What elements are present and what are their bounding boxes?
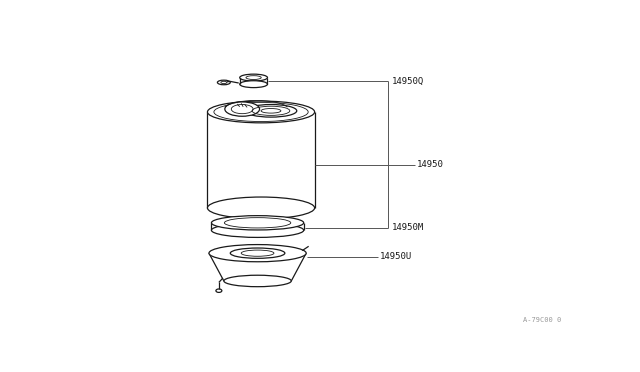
Text: 14950Q: 14950Q — [392, 77, 424, 86]
Ellipse shape — [209, 244, 306, 262]
Text: 14950: 14950 — [417, 160, 444, 169]
Ellipse shape — [207, 197, 315, 219]
Ellipse shape — [240, 81, 268, 87]
Ellipse shape — [224, 275, 291, 287]
Ellipse shape — [230, 248, 285, 258]
Ellipse shape — [207, 101, 315, 123]
Text: 14950U: 14950U — [380, 252, 412, 261]
Ellipse shape — [240, 74, 268, 81]
Ellipse shape — [225, 102, 260, 116]
Text: A-79C00 0: A-79C00 0 — [523, 317, 561, 323]
Ellipse shape — [211, 216, 304, 230]
Text: 14950M: 14950M — [392, 224, 424, 232]
Ellipse shape — [245, 105, 297, 117]
Ellipse shape — [218, 80, 230, 85]
Ellipse shape — [211, 223, 304, 237]
